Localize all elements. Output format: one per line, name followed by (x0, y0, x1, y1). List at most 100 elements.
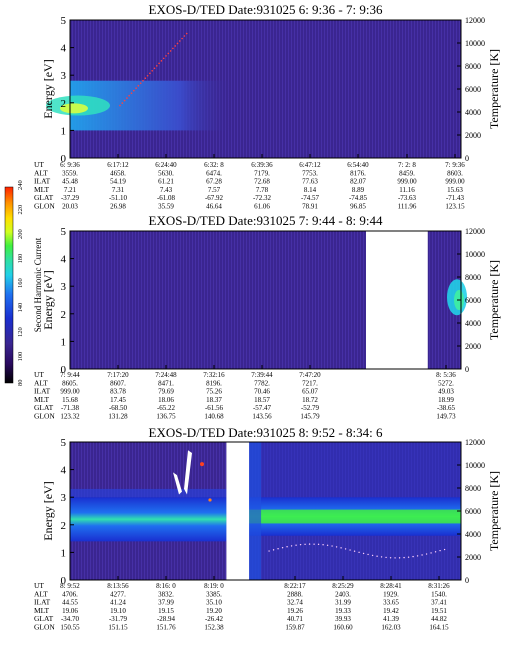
table-cell: 19.06 (62, 607, 78, 615)
table-cell: 18.99 (438, 396, 454, 404)
band-left-halo (70, 488, 227, 498)
speckle-point (126, 97, 128, 99)
table-cell: 83.78 (110, 388, 126, 396)
table-cell: 6:32: 8 (204, 161, 224, 169)
speckle-point (149, 72, 151, 75)
speckle-point (185, 32, 188, 35)
y-axis-label: Energy [eV] (41, 270, 55, 329)
table-cell: 35.59 (158, 203, 174, 211)
speckle-point (153, 67, 156, 70)
table-cell: -57.47 (253, 404, 272, 412)
row-label: ALT (34, 168, 48, 177)
table-cell: 2403. (335, 590, 351, 598)
table-cell: -68.50 (109, 404, 128, 412)
y2-tick-label: 8000 (465, 484, 481, 493)
data-gap (226, 442, 250, 580)
y2-tick-label: 8000 (465, 62, 481, 71)
table-cell: 143.56 (252, 413, 272, 421)
table-cell: 32.74 (287, 599, 303, 607)
table-cell: 15.68 (62, 396, 78, 404)
speckle-point (123, 99, 126, 102)
y2-tick-label: 6000 (465, 507, 481, 516)
dotted-trace-point (412, 555, 414, 558)
colorbar-title: Second Harmonic Current (33, 237, 43, 332)
table-cell: -38.65 (437, 404, 456, 412)
table-cell: 41.39 (383, 615, 399, 623)
table-cell: 3832. (158, 590, 174, 598)
table-cell: 8:13:56 (107, 582, 129, 590)
colorbar-tick-label: 200 (17, 229, 24, 239)
table-cell: 149.73 (436, 413, 456, 421)
speckle-point (158, 62, 160, 65)
ion-blob (70, 80, 461, 131)
speckle-point (165, 55, 167, 57)
row-label: UT (34, 370, 44, 379)
dotted-trace-point (308, 543, 311, 545)
y-tick-label: 3 (61, 281, 67, 293)
y-tick-label: 5 (61, 437, 67, 449)
colorbar-tick-label: 180 (17, 254, 24, 264)
table-cell: -74.57 (301, 194, 320, 202)
speckle-point (142, 79, 144, 82)
dotted-trace-point (290, 545, 293, 547)
table-cell: 79.69 (158, 388, 174, 396)
speckle-point (169, 50, 172, 52)
dotted-trace-point (353, 550, 356, 552)
table-cell: 5272. (438, 379, 454, 387)
table-cell: 46.64 (206, 203, 222, 211)
table-cell: 7:47:20 (299, 371, 321, 379)
dotted-trace-point (326, 544, 329, 547)
table-cell: 6: 9:36 (60, 161, 80, 169)
dotted-trace-point (304, 543, 306, 546)
speckle-point (172, 47, 174, 50)
table-cell: 11.16 (399, 186, 415, 194)
row-label: UT (34, 160, 44, 169)
table-cell: 8: 9:52 (60, 582, 80, 590)
table-cell: 5630. (158, 169, 174, 177)
row-label: MLT (34, 395, 50, 404)
table-cell: 8:25:29 (332, 582, 354, 590)
table-cell: -34.70 (61, 615, 80, 623)
plot-title: EXOS-D/TED Date:931025 6: 9:36 - 7: 9:36 (149, 2, 383, 17)
row-label: GLON (34, 202, 55, 211)
table-cell: 131.28 (108, 413, 128, 421)
y-axis-label: Energy [eV] (41, 59, 55, 118)
table-cell: 7: 9:44 (60, 371, 80, 379)
table-cell: 164.15 (429, 624, 449, 632)
speckle-point (151, 69, 153, 72)
dotted-trace-point (371, 554, 374, 557)
table-cell: 140.68 (204, 413, 224, 421)
table-cell: 7:17:20 (107, 371, 129, 379)
plot-title: EXOS-D/TED Date:931025 8: 9:52 - 8:34: 6 (149, 425, 383, 440)
table-cell: 7:39:44 (251, 371, 273, 379)
dotted-trace-point (317, 543, 320, 546)
colorbar-tick: 220 (17, 205, 24, 215)
table-cell: 19.20 (206, 607, 222, 615)
dotted-trace-point (277, 548, 279, 550)
colorbar-tick: 240 (17, 180, 24, 190)
table-cell: 8471. (158, 379, 174, 387)
speckle-point (160, 60, 163, 62)
dotted-trace-point (380, 556, 383, 558)
y2-tick-label: 12000 (465, 438, 485, 447)
table-cell: 49.03 (438, 388, 454, 396)
colorbar-scale (4, 186, 14, 384)
table-cell: -51.10 (109, 194, 128, 202)
speckle-point (156, 65, 158, 67)
table-cell: 18.37 (206, 396, 222, 404)
table-cell: 44.55 (62, 599, 78, 607)
colorbar-tick-label: 140 (17, 303, 24, 313)
speckle-point (162, 57, 165, 60)
y-tick-label: 2 (61, 309, 67, 321)
speckle-point (137, 84, 140, 87)
colorbar-tick: 80 (17, 380, 24, 387)
table-cell: 8196. (206, 379, 222, 387)
y-tick-label: 4 (61, 254, 67, 266)
table-cell: 8605. (62, 379, 78, 387)
table-cell: -65.22 (157, 404, 176, 412)
table-cell: 6:39:36 (251, 161, 273, 169)
table-cell: -31.79 (109, 615, 128, 623)
table-cell: 6:47:12 (299, 161, 321, 169)
dotted-trace-point (367, 553, 369, 556)
